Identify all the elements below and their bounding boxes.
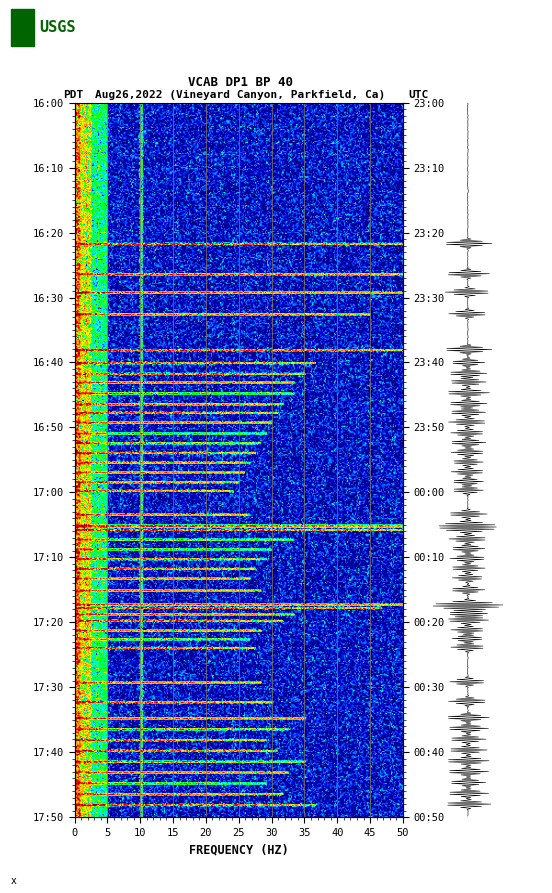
Text: USGS: USGS (39, 21, 76, 35)
Text: VCAB DP1 BP 40: VCAB DP1 BP 40 (188, 76, 293, 89)
Text: x: x (11, 876, 17, 886)
Bar (11, 9, 34, 46)
Text: PDT: PDT (63, 90, 84, 100)
Text: Aug26,2022 (Vineyard Canyon, Parkfield, Ca): Aug26,2022 (Vineyard Canyon, Parkfield, … (95, 90, 385, 100)
Text: UTC: UTC (408, 90, 429, 100)
X-axis label: FREQUENCY (HZ): FREQUENCY (HZ) (189, 843, 289, 856)
